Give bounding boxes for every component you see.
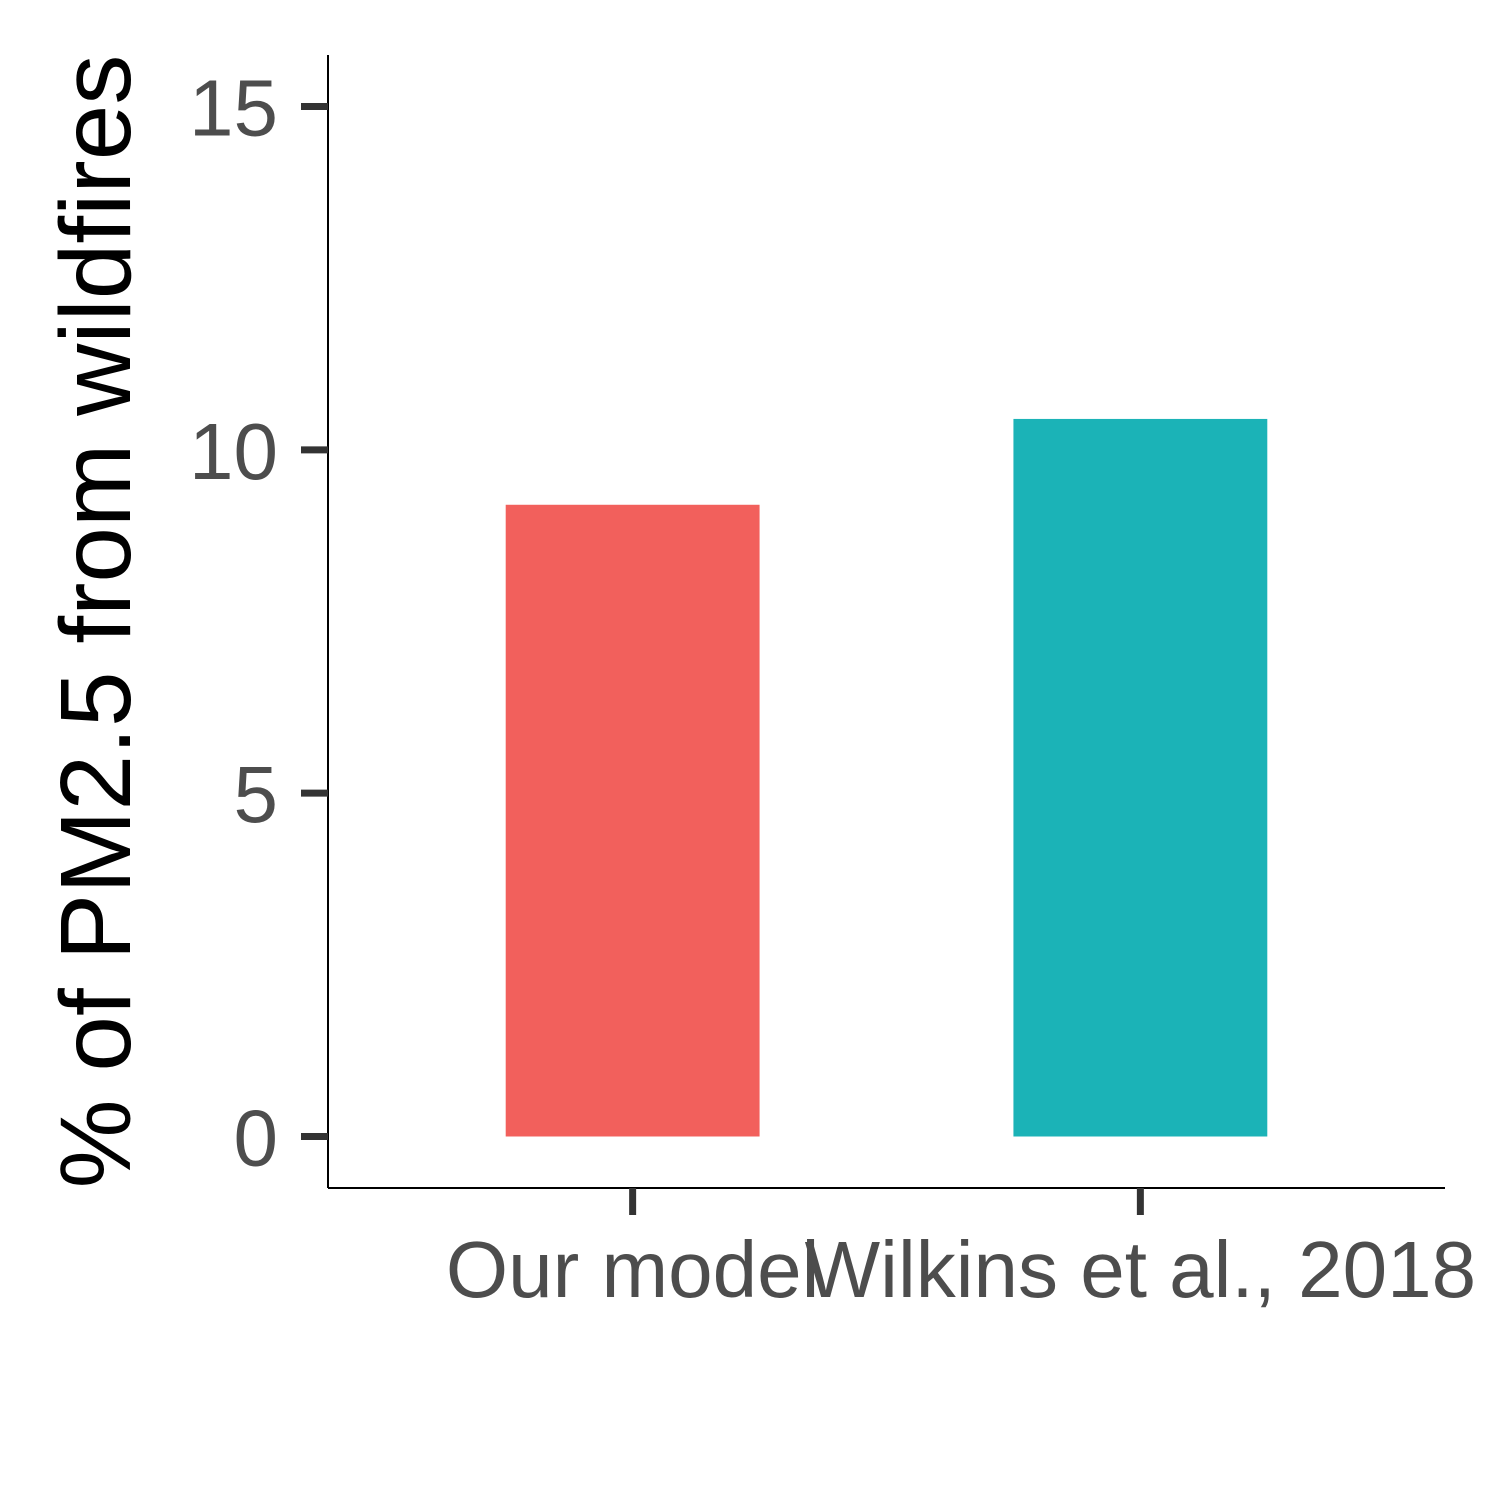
x-tick-label: Our model [446, 1225, 819, 1314]
axes-layer [327, 55, 1445, 1189]
y-axis-title: % of PM2.5 from wildfires [40, 55, 152, 1189]
bars-layer [505, 418, 1268, 1137]
bar-2 [1013, 418, 1268, 1137]
y-tick-label: 0 [234, 1094, 279, 1183]
y-tick-label: 10 [189, 407, 278, 496]
y-tick-label: 5 [234, 750, 279, 839]
bar-1 [505, 504, 760, 1137]
y-tick-label: 15 [189, 64, 278, 153]
y-ticks: 0 5 10 15 [189, 64, 328, 1183]
x-tick-label: Wilkins et al., 2018 [805, 1225, 1476, 1314]
